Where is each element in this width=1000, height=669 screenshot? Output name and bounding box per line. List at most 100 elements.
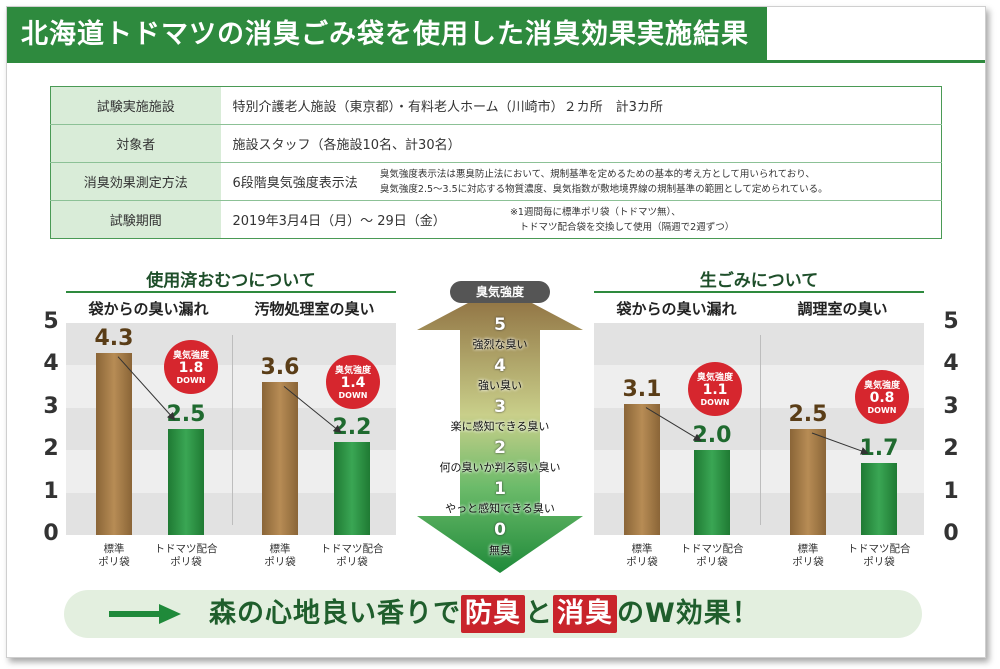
x-axis-label: 標準 ポリ袋 [792, 543, 824, 568]
scale-level-text: 無臭 [489, 544, 511, 557]
slogan-banner: 森の心地良い香りで 防臭と消臭 のW効果！ [64, 590, 922, 638]
table-row: 消臭効果測定方法 6段階臭気強度表示法 臭気強度表示法は悪臭防止法において、規制… [50, 162, 942, 201]
y-tick-left: 5 [43, 309, 59, 334]
badge-down: DOWN [338, 391, 368, 400]
slogan-pre: 森の心地良い香りで [209, 598, 461, 629]
badge-value: 1.1 [702, 382, 728, 398]
bar [624, 403, 660, 535]
badge-diff: 臭気強度 1.8 DOWN [164, 340, 218, 394]
y-tick-left: 4 [43, 351, 59, 377]
table-row: 試験期間 2019年3月4日（月）〜 29日（金） ※1週間毎に標準ポリ袋（トド… [50, 200, 942, 239]
table-row: 対象者 施設スタッフ（各施設10名、計30名） [50, 124, 942, 163]
badge-label: 臭気強度 [696, 373, 733, 383]
scale-level-text: やっと感知できる臭い [445, 502, 555, 515]
right-group1-title: 袋からの臭い漏れ [616, 300, 737, 318]
y-tick-right: 4 [943, 351, 959, 377]
badge-down: DOWN [867, 406, 897, 415]
scale-level-number: 5 [494, 315, 506, 335]
info-value-text: 2019年3月4日（月）〜 29日（金） [232, 214, 446, 229]
bar [262, 382, 298, 535]
scale-level-number: 4 [494, 356, 506, 376]
bar-value-label: 3.6 [260, 355, 300, 381]
badge-label: 臭気強度 [172, 351, 209, 361]
page-title: 北海道トドマツの消臭ごみ袋を使用した消臭効果実施結果 [7, 7, 767, 63]
odor-scale: 臭気強度 5 強烈な臭い 4 強い臭い 3 楽に感知できる臭い 2 何の臭いか判… [415, 278, 585, 578]
y-tick-left: 1 [43, 478, 59, 504]
y-tick-left: 2 [43, 436, 59, 462]
bar [168, 429, 204, 535]
info-value: 6段階臭気強度表示法 臭気強度表示法は悪臭防止法において、規制基準を定めるための… [220, 162, 942, 201]
left-section-title: 使用済おむつについて [146, 271, 316, 291]
slogan-mid: と [525, 598, 553, 629]
odor-scale-label: 臭気強度 [450, 281, 550, 303]
badge-label: 臭気強度 [863, 381, 900, 391]
badge-value: 1.4 [340, 375, 366, 391]
info-value: 2019年3月4日（月）〜 29日（金） ※1週間毎に標準ポリ袋（トドマツ無）、… [220, 200, 942, 239]
bar-value-label: 2.0 [692, 423, 732, 449]
right-group2-title: 調理室の臭い [797, 300, 888, 318]
y-tick-right: 5 [943, 309, 959, 334]
y-tick-right: 0 [943, 521, 959, 546]
scale-level-number: 3 [494, 397, 506, 417]
info-value: 特別介護老人施設（東京都）・有料老人ホーム（川崎市）２カ所 計3カ所 [221, 87, 942, 125]
left-group1-title: 袋からの臭い漏れ [88, 300, 209, 318]
x-axis-label: トドマツ配合 ポリ袋 [320, 543, 384, 568]
bar [861, 462, 897, 535]
right-section-title: 生ごみについて [699, 271, 819, 291]
y-tick-left: 0 [43, 521, 59, 546]
x-axis-label: トドマツ配合 ポリ袋 [680, 543, 744, 568]
badge-value: 0.8 [869, 390, 895, 406]
info-note: 臭気強度表示法は悪臭防止法において、規制基準を定めるための基本的考え方として用い… [379, 168, 828, 195]
arrow-right-icon [109, 604, 181, 624]
scale-level-text: 何の臭いか判る弱い臭い [439, 461, 561, 474]
bar-value-label: 2.2 [332, 414, 372, 440]
right-section-rule [594, 291, 924, 293]
info-key: 試験期間 [50, 200, 221, 239]
y-tick-right: 3 [943, 393, 959, 419]
odor-scale-arrow [417, 286, 583, 573]
y-tick-left: 3 [43, 393, 59, 419]
bar-value-label: 2.5 [788, 402, 828, 427]
info-note: ※1週間毎に標準ポリ袋（トドマツ無）、 トドマツ配合袋を交換して使用（隔週で2週… [509, 206, 735, 233]
scale-level-text: 強い臭い [478, 379, 522, 392]
right-panel-divider [760, 335, 761, 525]
slogan-post: のW効果！ [617, 598, 760, 629]
badge-value: 1.8 [178, 360, 204, 376]
y-tick-right: 1 [943, 478, 959, 504]
bar-value-label: 1.7 [859, 435, 899, 461]
info-value: 施設スタッフ（各施設10名、計30名） [220, 124, 942, 163]
info-key: 対象者 [50, 124, 221, 163]
info-key: 消臭効果測定方法 [50, 162, 221, 201]
info-table: 試験実施施設 特別介護老人施設（東京都）・有料老人ホーム（川崎市）２カ所 計3カ… [50, 86, 942, 239]
table-row: 試験実施施設 特別介護老人施設（東京都）・有料老人ホーム（川崎市）２カ所 計3カ… [50, 86, 942, 125]
x-axis-label: 標準 ポリ袋 [626, 543, 658, 568]
bar-value-label: 3.1 [622, 376, 662, 402]
bar [790, 429, 826, 535]
gridband [594, 323, 924, 366]
x-axis-label: トドマツ配合 ポリ袋 [847, 543, 911, 568]
bar-value-label: 2.5 [166, 402, 206, 427]
left-section-rule [66, 291, 396, 293]
badge-label: 臭気強度 [334, 366, 371, 376]
scale-level-number: 1 [494, 479, 506, 499]
info-value-text: 6段階臭気強度表示法 [232, 176, 358, 191]
left-group2-title: 汚物処理室の臭い [254, 300, 375, 318]
bar [334, 441, 370, 535]
x-axis-label: 標準 ポリ袋 [98, 543, 130, 568]
slogan-text: 森の心地良い香りで 防臭と消臭 のW効果！ [209, 590, 760, 638]
badge-down: DOWN [700, 398, 730, 407]
x-axis-label: トドマツ配合 ポリ袋 [154, 543, 218, 568]
scale-level-text: 強烈な臭い [472, 338, 528, 351]
info-key: 試験実施施設 [50, 86, 221, 125]
bar [694, 450, 730, 535]
badge-diff: 臭気強度 0.8 DOWN [855, 370, 909, 424]
left-panel-divider [232, 335, 233, 525]
y-tick-right: 2 [943, 436, 959, 462]
slogan-word-deodorize: 防臭 [461, 595, 525, 633]
info-value-text: 特別介護老人施設（東京都）・有料老人ホーム（川崎市）２カ所 計3カ所 [232, 100, 663, 115]
badge-diff: 臭気強度 1.1 DOWN [688, 362, 742, 416]
badge-diff: 臭気強度 1.4 DOWN [326, 355, 380, 409]
scale-level-number: 2 [494, 438, 506, 458]
x-axis-label: 標準 ポリ袋 [264, 543, 296, 568]
bar-value-label: 4.3 [94, 325, 134, 351]
